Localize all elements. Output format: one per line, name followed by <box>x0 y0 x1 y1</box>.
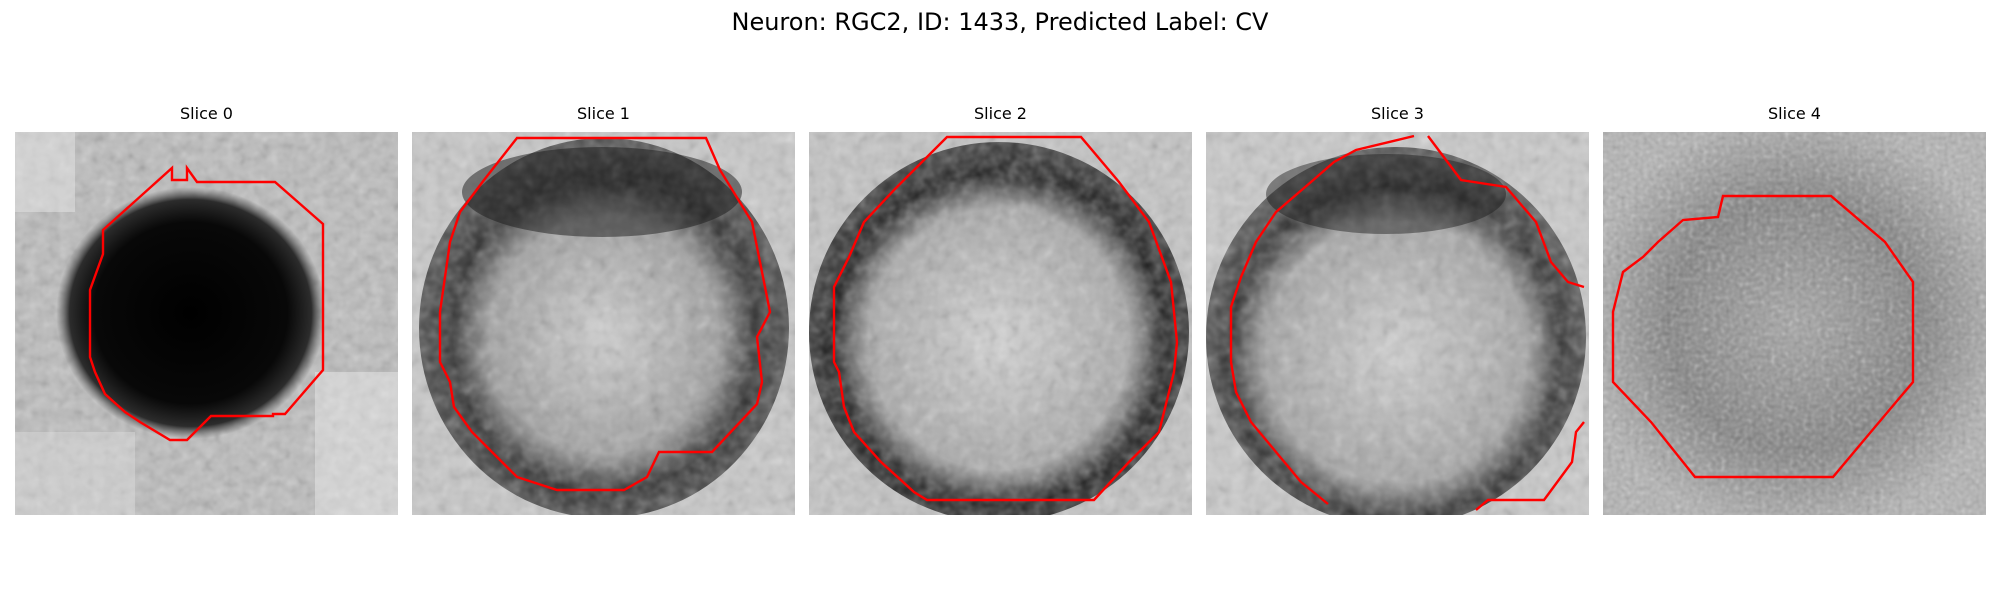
slice-panel-0: Slice 0 <box>15 104 398 524</box>
contour-0 <box>88 164 325 442</box>
slice-panel-4: Slice 4 <box>1603 104 1986 524</box>
contour-1 <box>438 136 772 492</box>
slice-image-4 <box>1603 132 1986 515</box>
contour-2 <box>832 135 1179 502</box>
contour-4 <box>1611 194 1915 479</box>
slice-image-3 <box>1206 132 1589 515</box>
slice-title-1: Slice 1 <box>577 104 630 123</box>
slice-panel-3: Slice 3 <box>1206 104 1589 524</box>
contour-3a <box>1229 134 1415 505</box>
slice-image-0 <box>15 132 398 515</box>
slice-title-2: Slice 2 <box>974 104 1027 123</box>
contour-3b <box>1427 135 1585 289</box>
slice-title-3: Slice 3 <box>1371 104 1424 123</box>
slice-image-1 <box>412 132 795 515</box>
contour-3c <box>1475 421 1585 511</box>
figure-title: Neuron: RGC2, ID: 1433, Predicted Label:… <box>731 8 1269 36</box>
slice-panel-2: Slice 2 <box>809 104 1192 524</box>
slice-panel-1: Slice 1 <box>412 104 795 524</box>
slice-image-2 <box>809 132 1192 515</box>
slice-title-0: Slice 0 <box>180 104 233 123</box>
slice-title-4: Slice 4 <box>1768 104 1821 123</box>
